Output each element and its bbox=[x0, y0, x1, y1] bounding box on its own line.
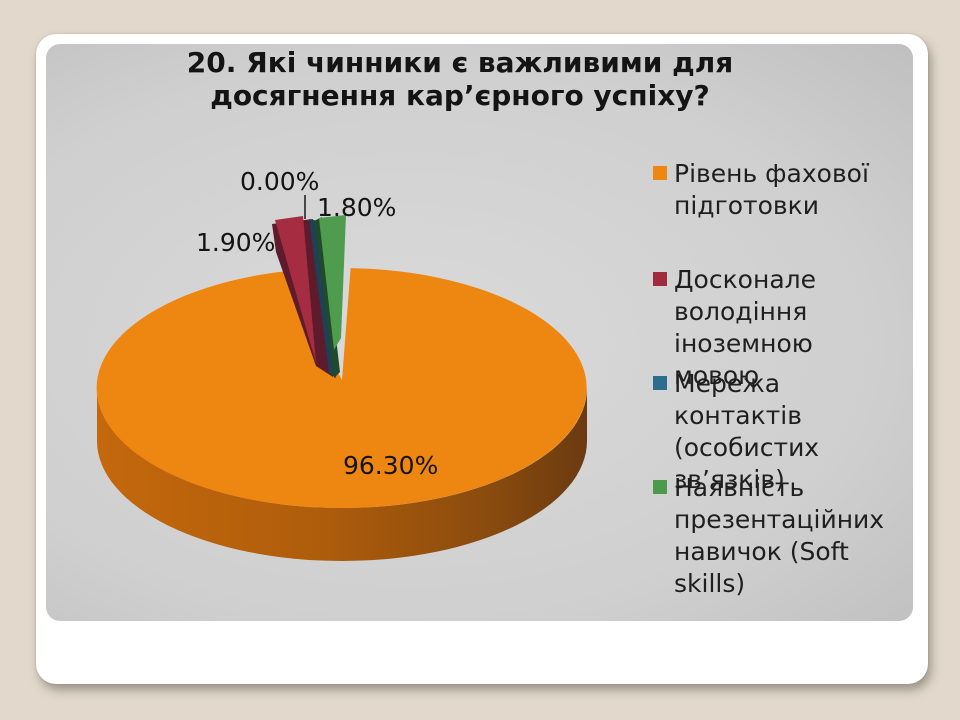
slide-title: 20. Які чинники є важливими для досягнен… bbox=[115, 46, 805, 112]
legend-swatch-orange bbox=[653, 166, 667, 180]
slide-title-line2: досягнення кар’єрного успіху? bbox=[210, 79, 710, 112]
data-label-blue: 0.00% bbox=[240, 167, 320, 196]
legend-swatch-green bbox=[653, 480, 667, 494]
legend-label-red: Досконале володіння іноземною мовою bbox=[674, 265, 816, 390]
pie-slice-red bbox=[275, 216, 316, 363]
legend-item-green: Наявність презентаційних навичок (Soft s… bbox=[653, 472, 901, 600]
slide-title-line1: 20. Які чинники є важливими для bbox=[186, 46, 734, 79]
legend-label-orange: Рівень фахової підготовки bbox=[674, 159, 869, 220]
pie-chart-3d bbox=[96, 195, 587, 561]
data-label-green: 1.80% bbox=[317, 193, 397, 222]
legend-label-blue: Мережа контактів (особистих зв’язків) bbox=[674, 369, 820, 494]
pie-side-orange bbox=[97, 388, 587, 561]
legend-swatch-blue bbox=[653, 376, 667, 390]
pie-slice-green bbox=[319, 215, 346, 350]
legend-swatch-red bbox=[653, 272, 667, 286]
legend-item-blue: Мережа контактів (особистих зв’язків) bbox=[653, 368, 901, 496]
data-label-orange: 96.30% bbox=[343, 451, 439, 480]
legend-label-green: Наявність презентаційних навичок (Soft s… bbox=[674, 473, 885, 598]
legend-item-orange: Рівень фахової підготовки bbox=[653, 158, 901, 222]
pie-slice-orange bbox=[96, 268, 587, 509]
data-label-red: 1.90% bbox=[196, 228, 276, 257]
legend-item-red: Досконале володіння іноземною мовою bbox=[653, 264, 901, 392]
